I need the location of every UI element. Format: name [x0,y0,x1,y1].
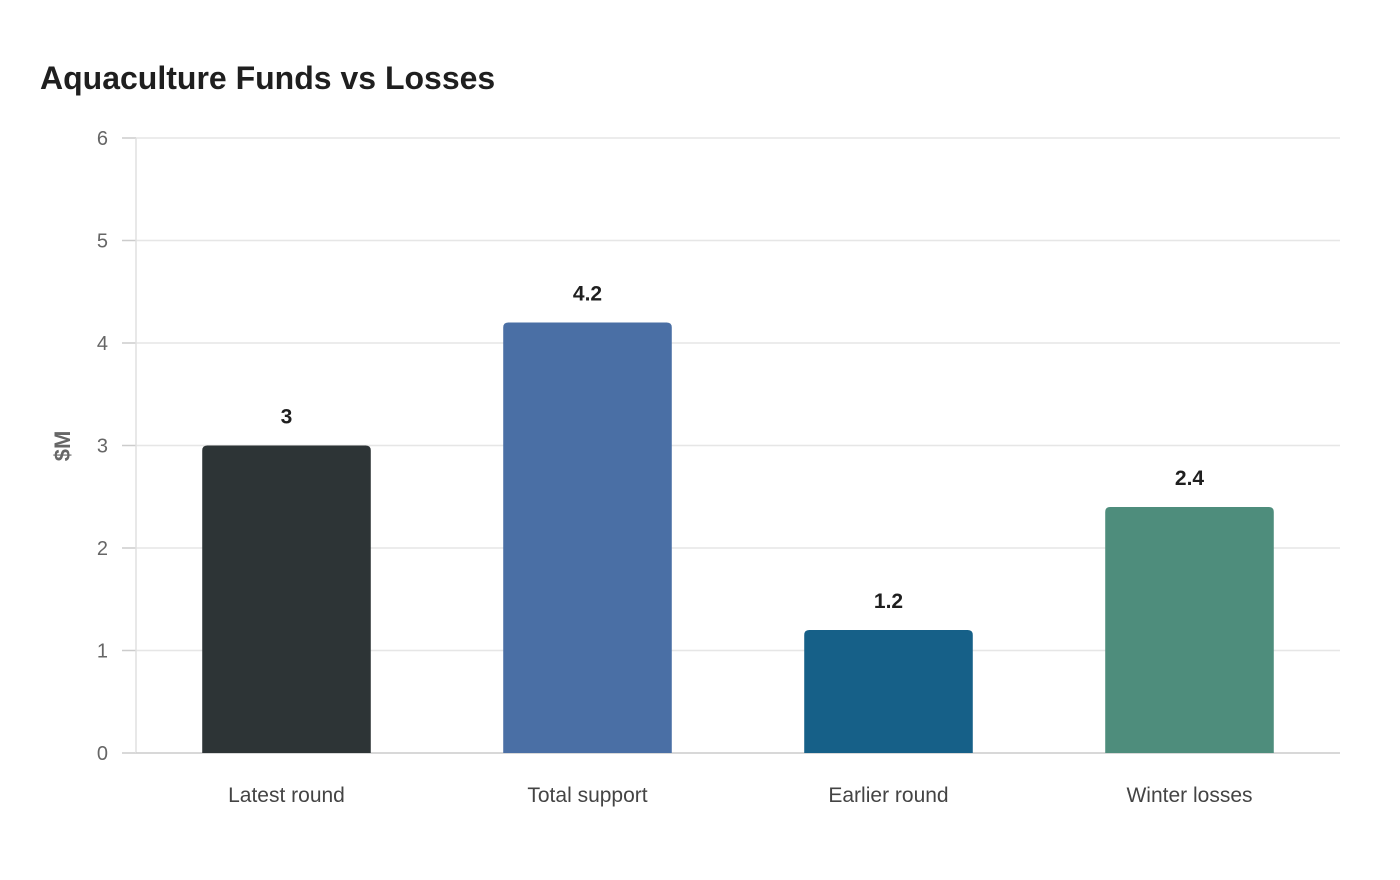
bar-4 [1105,507,1274,753]
data-label: 4.2 [573,283,602,306]
y-tick-label: 0 [97,743,108,765]
bar-1 [202,445,371,753]
data-label: 1.2 [874,590,903,613]
y-tick-label: 4 [97,333,108,355]
data-labels: 3 4.2 1.2 2.4 [281,283,1205,614]
y-tick-label: 1 [97,641,108,663]
category-labels: Latest round Total support Earlier round Wi… [228,784,1252,807]
data-label: 3 [281,406,293,429]
y-tick-label: 3 [97,436,108,458]
category-label: Latest round [228,784,345,807]
y-tick-label: 6 [97,128,108,150]
y-tick-label: 2 [97,538,108,560]
category-label: Total support [527,784,647,807]
bar-2 [503,322,672,753]
bars [202,322,1274,753]
category-label: Winter losses [1126,784,1252,807]
chart-title: Aquaculture Funds vs Losses [40,60,496,96]
bar-3 [804,630,973,753]
y-axis-title: $M [50,431,75,462]
y-tick-labels: 0 1 2 3 4 5 6 [97,128,108,765]
category-label: Earlier round [828,784,948,807]
y-tick-label: 5 [97,231,108,253]
data-label: 2.4 [1175,467,1205,490]
